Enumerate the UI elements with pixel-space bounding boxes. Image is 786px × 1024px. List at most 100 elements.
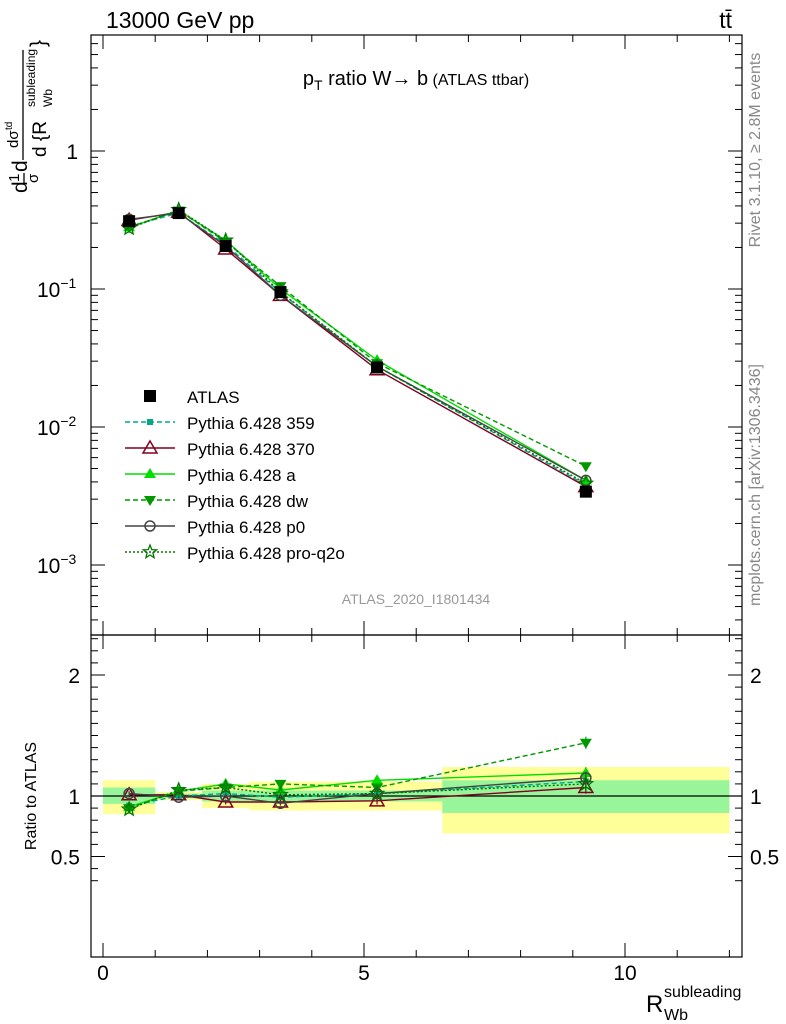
title-p: p <box>303 68 314 90</box>
atlas-data-point <box>579 485 592 498</box>
main-y-tick-base: 10 <box>37 279 60 302</box>
title-sub: T <box>314 77 323 93</box>
ratio-series-marker <box>120 800 138 817</box>
ratio-series-marker <box>120 786 138 801</box>
legend-marker <box>144 520 156 532</box>
legend-item: Pythia 6.428 359 <box>125 414 315 433</box>
y-label-d2: d <box>9 160 32 172</box>
rivet-label: Rivet 3.1.10, ≥ 2.8M events <box>747 53 764 248</box>
main-y-tick-label: 1 <box>66 141 78 164</box>
energy-label: 13000 GeV pp <box>106 7 254 33</box>
analysis-watermark: ATLAS_2020_I1801434 <box>342 591 491 607</box>
y-label-frac-1: 1 <box>6 174 23 182</box>
ratio-series-line <box>129 777 586 805</box>
main-series-line <box>128 212 587 486</box>
y-label-denom-d: d {R <box>30 121 51 157</box>
main-y-tick-label: 10−1 <box>37 275 77 302</box>
main-series-group <box>120 201 595 498</box>
ratio-y-tick-label-right: 1 <box>750 786 762 809</box>
main-y-tick-exponent: −3 <box>60 551 76 567</box>
ratio-series-marker <box>272 793 289 808</box>
legend-label: Pythia 6.428 370 <box>187 440 315 459</box>
x-label-sub: Wb <box>664 1007 688 1024</box>
x-label-sup: subleading <box>664 984 741 1001</box>
y-label-dsigma: dσ <box>5 130 22 148</box>
ratio-series-marker <box>272 785 289 802</box>
main-y-tick-exponent: −2 <box>60 413 76 429</box>
x-axis-label: R subleading Wb <box>646 984 741 1024</box>
main-y-tick-label: 10−3 <box>37 551 77 578</box>
main-y-axis-label: d 1 σ d dσ td d {R Wb subleading } <box>4 40 55 193</box>
x-tick-label: 5 <box>358 962 370 985</box>
ratio-series-marker <box>368 792 386 807</box>
ratio-series-line <box>129 786 586 803</box>
legend-item: Pythia 6.428 370 <box>125 439 315 459</box>
legend-label: Pythia 6.428 p0 <box>187 518 305 537</box>
main-series-marker <box>579 462 592 473</box>
ratio-plot-panel: 0.5 0.5 1 1 2 2 0 5 10 Ratio to ATLAS R subleadi… <box>23 634 779 1024</box>
ratio-uncertainty-bands <box>103 766 730 834</box>
ratio-series-line <box>128 783 586 810</box>
main-axis-ticks <box>91 35 742 635</box>
title-arrow: → <box>391 68 411 90</box>
ratio-y-label: Ratio to ATLAS <box>23 742 40 850</box>
legend-label: Pythia 6.428 pro-q2o <box>187 544 345 563</box>
ratio-tick-labels: 0.5 0.5 1 1 2 2 0 5 10 <box>51 665 779 985</box>
legend-label: Pythia 6.428 a <box>187 466 296 485</box>
ratio-series-marker <box>577 775 595 792</box>
title-b: b <box>411 68 428 90</box>
ratio-y-tick-label-left: 2 <box>68 665 80 688</box>
title-paren: (ATLAS ttbar) <box>428 72 529 89</box>
main-series-line <box>128 209 587 485</box>
main-y-tick-exponent: −1 <box>60 275 76 291</box>
y-label-d1: d <box>9 181 32 193</box>
ratio-y-tick-label-left: 1 <box>68 786 80 809</box>
ratio-series-group <box>120 736 595 817</box>
atlas-data-point <box>371 361 384 374</box>
ratio-series-marker <box>170 781 187 798</box>
y-label-brace: } <box>27 40 50 47</box>
legend-item: Pythia 6.428 pro-q2o <box>125 543 345 563</box>
main-y-tick-label: 10−2 <box>37 413 77 440</box>
ratio-y-tick-label-right: 0.5 <box>750 847 779 870</box>
legend-marker <box>144 496 156 506</box>
title-rest: ratio W <box>323 68 392 90</box>
y-label-sigma: σ <box>25 173 42 183</box>
ratio-series-marker <box>217 793 234 808</box>
legend-label: ATLAS <box>187 388 240 407</box>
atlas-data-point <box>219 239 232 252</box>
main-series-marker <box>579 474 592 485</box>
legend: ATLAS Pythia 6.428 359 Pythia 6.428 370 Pyt… <box>125 388 345 563</box>
legend-item: Pythia 6.428 a <box>125 466 296 485</box>
ratio-series-marker <box>172 791 185 803</box>
y-label-td: td <box>4 122 15 130</box>
x-tick-label: 0 <box>97 962 109 985</box>
ratio-series-line <box>128 742 587 809</box>
atlas-data-point <box>123 215 136 228</box>
legend-item: Pythia 6.428 dw <box>125 492 309 511</box>
legend-marker <box>144 468 156 478</box>
legend-item: ATLAS <box>144 388 240 407</box>
ratio-series-marker <box>371 774 384 785</box>
process-label: tt̄ <box>719 7 732 33</box>
ratio-series-marker <box>123 787 135 800</box>
ratio-y-tick-label-right: 2 <box>750 665 762 688</box>
x-label-main: R <box>646 991 663 1018</box>
ratio-series-marker <box>579 738 592 749</box>
legend-label: Pythia 6.428 359 <box>187 414 315 433</box>
legend-marker <box>141 543 159 560</box>
ratio-series-marker <box>217 778 234 795</box>
chart-title: pT ratio W→ b (ATLAS ttbar) <box>303 68 529 93</box>
atlas-data-point <box>274 286 287 299</box>
ratio-series-marker <box>368 784 386 801</box>
mcplots-label: mcplots.cern.ch [arXiv:1306.3436] <box>747 364 764 606</box>
atlas-data-point <box>172 207 185 220</box>
legend-marker <box>147 419 153 425</box>
legend-item: Pythia 6.428 p0 <box>125 518 305 537</box>
legend-marker <box>144 390 156 402</box>
y-label-denom-sub: Wb <box>41 89 55 107</box>
y-label-denom-sup: subleading <box>24 49 38 107</box>
main-y-tick-base: 10 <box>37 555 60 578</box>
main-plot-panel: 110−110−210−3 pT ratio W→ b (ATLAS ttbar… <box>4 34 743 636</box>
